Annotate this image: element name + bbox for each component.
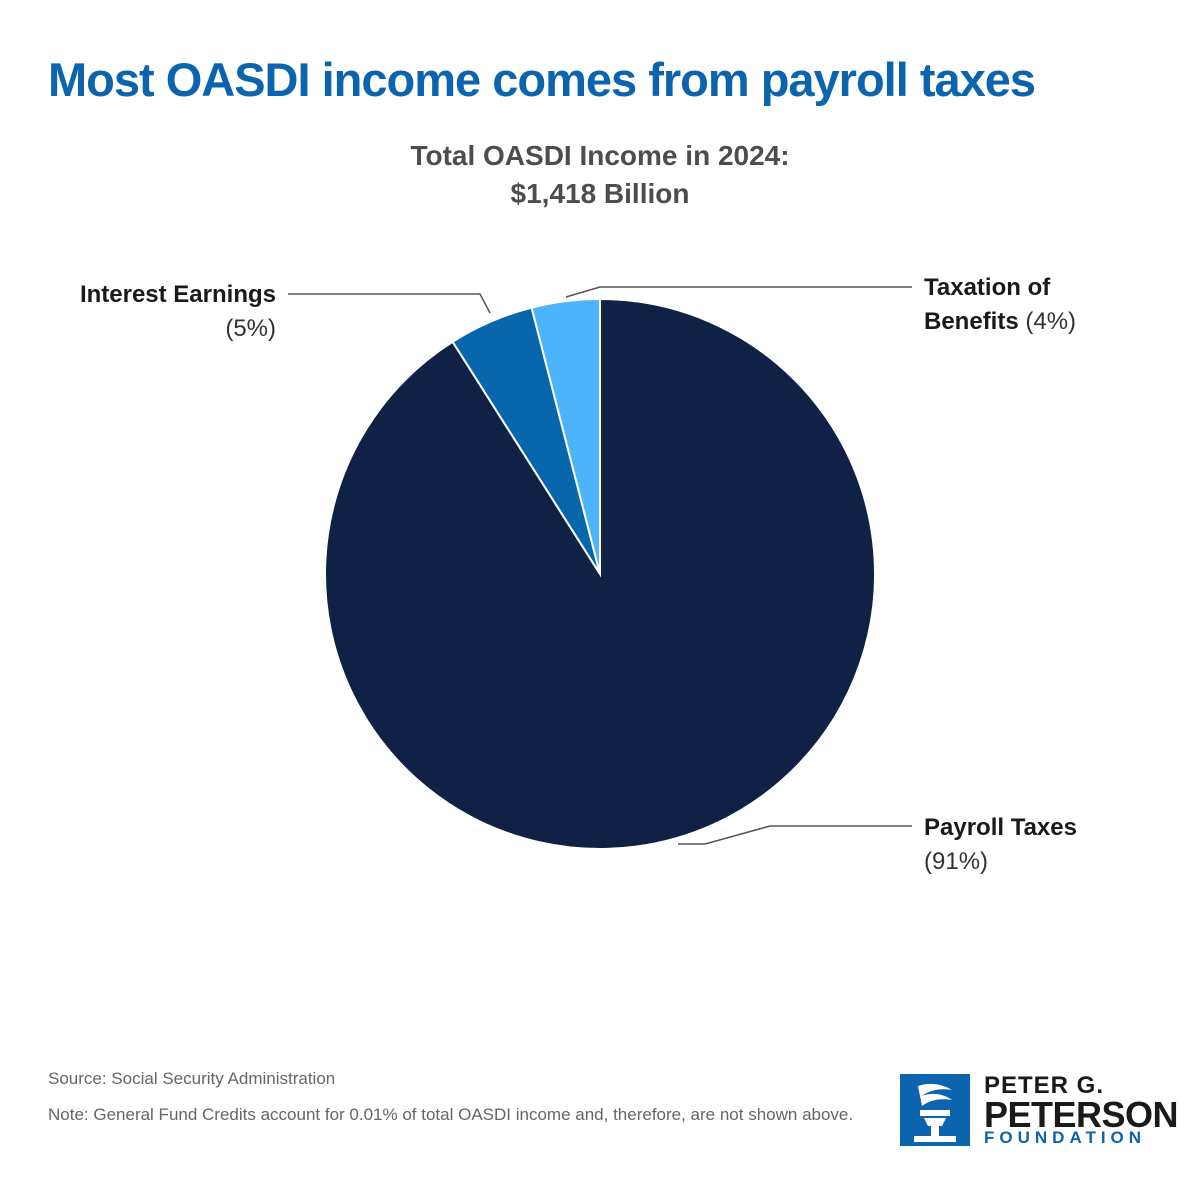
chart-title: Total OASDI Income in 2024: (410, 140, 790, 171)
logo-line-2: PETERSON (984, 1094, 1179, 1135)
leader-lines (288, 286, 912, 845)
source-note: Source: Social Security Administration (48, 1069, 336, 1088)
slice-label-payroll-taxes: Payroll Taxes (91%) (924, 814, 1077, 875)
pie-slices (324, 297, 876, 850)
slice-percent-label: (5%) (225, 315, 276, 342)
leader-line-payroll-taxes (678, 825, 912, 845)
slice-label-taxation-of-benefits: Taxation of Benefits (4%) (924, 274, 1076, 335)
torch-icon (900, 1074, 970, 1146)
logo-line-3: FOUNDATION (984, 1128, 1147, 1147)
slice-label-text: Payroll Taxes (924, 814, 1077, 841)
slice-label-text: Taxation of (924, 274, 1051, 301)
page-title: Most OASDI income comes from payroll tax… (48, 53, 1036, 106)
slice-label-interest-earnings: Interest Earnings (5%) (80, 281, 276, 342)
slice-percent-label: (4%) (1019, 308, 1076, 335)
footnote: Note: General Fund Credits account for 0… (48, 1105, 854, 1124)
chart-subtitle: $1,418 Billion (510, 178, 690, 209)
pie-slice-taxation-of-benefits (530, 297, 601, 575)
pie-chart: Payroll Taxes (91%) Interest Earnings (5%) T… (80, 274, 1077, 875)
slice-label-text: Benefits (924, 308, 1019, 335)
leader-line-interest-earnings (288, 293, 491, 314)
slice-label-text: Interest Earnings (80, 281, 276, 308)
slice-percent-label: (91%) (924, 848, 988, 875)
logo-line-1: PETER G. (984, 1072, 1105, 1099)
peterson-foundation-logo: PETER G. PETERSON FOUNDATION (900, 1072, 1179, 1150)
leader-line-taxation-of-benefits (565, 286, 912, 298)
